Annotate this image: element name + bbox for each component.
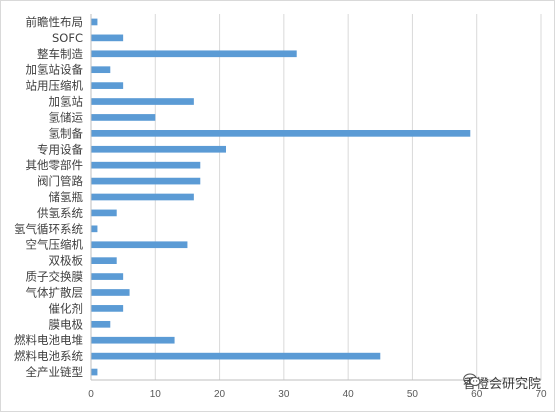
category-label: SOFC <box>52 31 83 45</box>
bar <box>91 368 98 376</box>
x-tick-label: 20 <box>214 389 226 400</box>
bar <box>91 82 124 89</box>
category-label: 阀门管路 <box>37 174 83 188</box>
x-tick-label: 60 <box>471 389 483 400</box>
category-label: 加氢站 <box>49 95 84 109</box>
watermark: 香橙会研究院 <box>463 373 541 392</box>
bar <box>91 18 98 26</box>
bar <box>91 50 297 58</box>
x-tick-label: 30 <box>278 389 290 400</box>
category-label: 空气压缩机 <box>26 238 84 252</box>
bar <box>91 130 471 137</box>
category-label: 催化剂 <box>49 301 84 315</box>
bar <box>91 209 117 217</box>
bar <box>91 66 111 74</box>
x-tick-label: 70 <box>535 389 547 400</box>
bar <box>91 34 124 42</box>
bar <box>91 289 130 296</box>
category-label: 加氢站设备 <box>26 63 84 77</box>
bar <box>91 305 124 312</box>
wechat-icon <box>463 373 481 387</box>
bar <box>91 193 194 201</box>
bar <box>91 161 201 169</box>
watermark-text: 香橙会研究院 <box>462 377 541 392</box>
category-label: 氢储运 <box>49 110 84 124</box>
category-label: 其他零部件 <box>26 158 84 172</box>
x-tick-label: 40 <box>343 389 355 400</box>
category-label: 氢制备 <box>49 126 84 140</box>
bar <box>91 177 201 185</box>
category-label: 气体扩散层 <box>26 285 84 299</box>
x-tick-label: 50 <box>407 389 419 400</box>
category-label: 专用设备 <box>37 142 83 156</box>
category-label: 站用压缩机 <box>26 79 84 93</box>
category-label: 全产业链型 <box>26 365 84 379</box>
category-label: 储氢瓶 <box>49 190 84 204</box>
category-label: 膜电极 <box>49 317 84 331</box>
category-label: 整车制造 <box>37 47 83 61</box>
category-label: 燃料电池电堆 <box>14 333 83 347</box>
category-label: 燃料电池系统 <box>14 349 83 363</box>
bar <box>91 336 175 344</box>
bar <box>91 225 98 233</box>
bar <box>91 98 194 105</box>
bar <box>91 273 124 280</box>
bar <box>91 352 381 360</box>
category-label: 质子交换膜 <box>26 270 84 284</box>
bar <box>91 320 111 328</box>
category-label: 双极板 <box>49 254 84 268</box>
bar <box>91 241 188 249</box>
x-tick-label: 0 <box>88 389 94 400</box>
category-label: 氢气循环系统 <box>14 222 83 236</box>
bar <box>91 257 117 264</box>
bar <box>91 145 226 153</box>
category-label: 供氢系统 <box>37 206 83 220</box>
x-tick-label: 10 <box>150 389 162 400</box>
category-label: 前瞻性布局 <box>26 15 84 29</box>
bar <box>91 114 156 121</box>
